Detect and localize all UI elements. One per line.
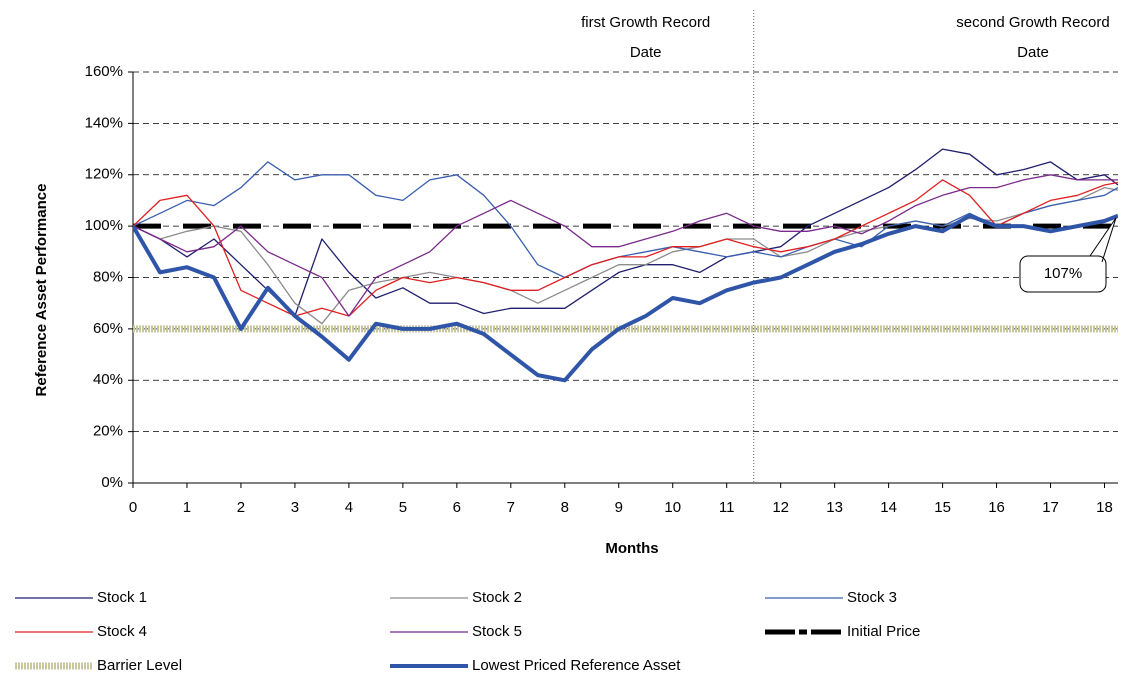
- record-date-label: first Growth Record: [581, 14, 710, 31]
- x-tick-label: 4: [345, 499, 353, 516]
- legend-label: Barrier Level: [97, 657, 182, 674]
- y-tick-label: 140%: [85, 114, 123, 131]
- y-tick-label: 160%: [85, 63, 123, 80]
- y-axis-title: Reference Asset Performance: [33, 184, 50, 397]
- legend-label: Lowest Priced Reference Asset: [472, 657, 681, 674]
- x-tick-label: 18: [1096, 499, 1113, 516]
- x-tick-label: 2: [237, 499, 245, 516]
- x-tick-label: 3: [291, 499, 299, 516]
- x-tick-label: 14: [880, 499, 897, 516]
- y-tick-label: 60%: [93, 320, 123, 337]
- y-tick-label: 40%: [93, 371, 123, 388]
- legend-label: Stock 2: [472, 589, 522, 606]
- x-tick-label: 16: [988, 499, 1005, 516]
- legend-label: Stock 1: [97, 589, 147, 606]
- y-tick-label: 100%: [85, 217, 123, 234]
- x-tick-label: 8: [561, 499, 569, 516]
- callout-box: [1019, 217, 1117, 293]
- x-axis-title: Months: [605, 540, 658, 557]
- y-tick-label: 0%: [101, 474, 123, 491]
- legend-label: Initial Price: [847, 623, 920, 640]
- callout-label: 107%: [1044, 265, 1082, 282]
- x-tick-label: 6: [453, 499, 461, 516]
- record-date-label: Date: [630, 44, 662, 61]
- y-tick-label: 80%: [93, 268, 123, 285]
- legend-label: Stock 4: [97, 623, 147, 640]
- series-line: [133, 148, 1118, 317]
- x-tick-label: 15: [934, 499, 951, 516]
- legend-label: Stock 3: [847, 589, 897, 606]
- x-tick-label: 1: [183, 499, 191, 516]
- series-line: [133, 161, 1118, 279]
- record-date-label: second Growth Record: [956, 14, 1109, 31]
- x-tick-label: 5: [399, 499, 407, 516]
- record-date-label: Date: [1017, 44, 1049, 61]
- x-tick-label: 12: [772, 499, 789, 516]
- x-tick-label: 13: [826, 499, 843, 516]
- x-tick-label: 9: [615, 499, 623, 516]
- series-line: [133, 179, 1118, 317]
- x-tick-label: 0: [129, 499, 137, 516]
- series-line: [133, 174, 1118, 317]
- x-tick-label: 10: [664, 499, 681, 516]
- x-tick-label: 7: [507, 499, 515, 516]
- x-tick-label: 17: [1042, 499, 1059, 516]
- y-tick-label: 120%: [85, 166, 123, 183]
- x-tick-label: 11: [719, 499, 735, 516]
- series-line: [133, 213, 1118, 383]
- y-tick-label: 20%: [93, 423, 123, 440]
- legend-label: Stock 5: [472, 623, 522, 640]
